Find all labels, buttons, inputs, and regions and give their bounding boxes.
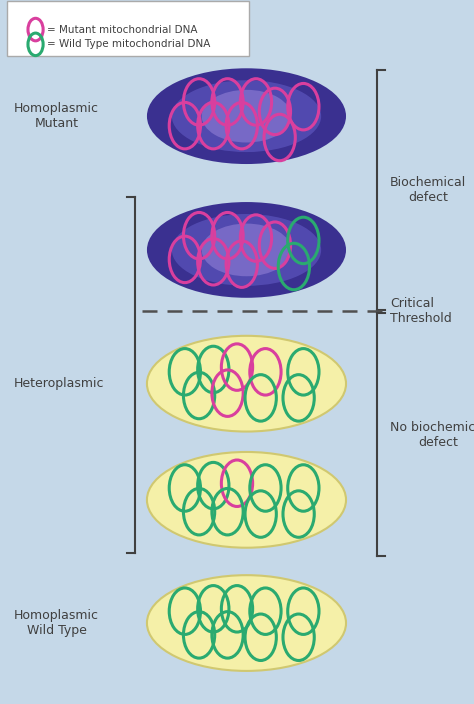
Ellipse shape — [147, 336, 346, 432]
Text: Homoplasmic
Wild Type: Homoplasmic Wild Type — [14, 609, 99, 637]
Text: = Wild Type mitochondrial DNA: = Wild Type mitochondrial DNA — [47, 39, 211, 49]
Ellipse shape — [202, 90, 291, 142]
FancyBboxPatch shape — [7, 1, 249, 56]
Ellipse shape — [147, 68, 346, 164]
Text: Heteroplasmic: Heteroplasmic — [14, 377, 105, 390]
Text: = Mutant mitochondrial DNA: = Mutant mitochondrial DNA — [47, 25, 198, 34]
Ellipse shape — [147, 202, 346, 298]
Ellipse shape — [147, 452, 346, 548]
Ellipse shape — [172, 214, 321, 286]
Ellipse shape — [147, 575, 346, 671]
Ellipse shape — [202, 224, 291, 276]
Text: No biochemical
defect: No biochemical defect — [390, 421, 474, 448]
Text: Biochemical
defect: Biochemical defect — [390, 176, 466, 204]
Text: Homoplasmic
Mutant: Homoplasmic Mutant — [14, 102, 99, 130]
Text: Critical
Threshold: Critical Threshold — [390, 297, 452, 325]
Ellipse shape — [172, 80, 321, 152]
